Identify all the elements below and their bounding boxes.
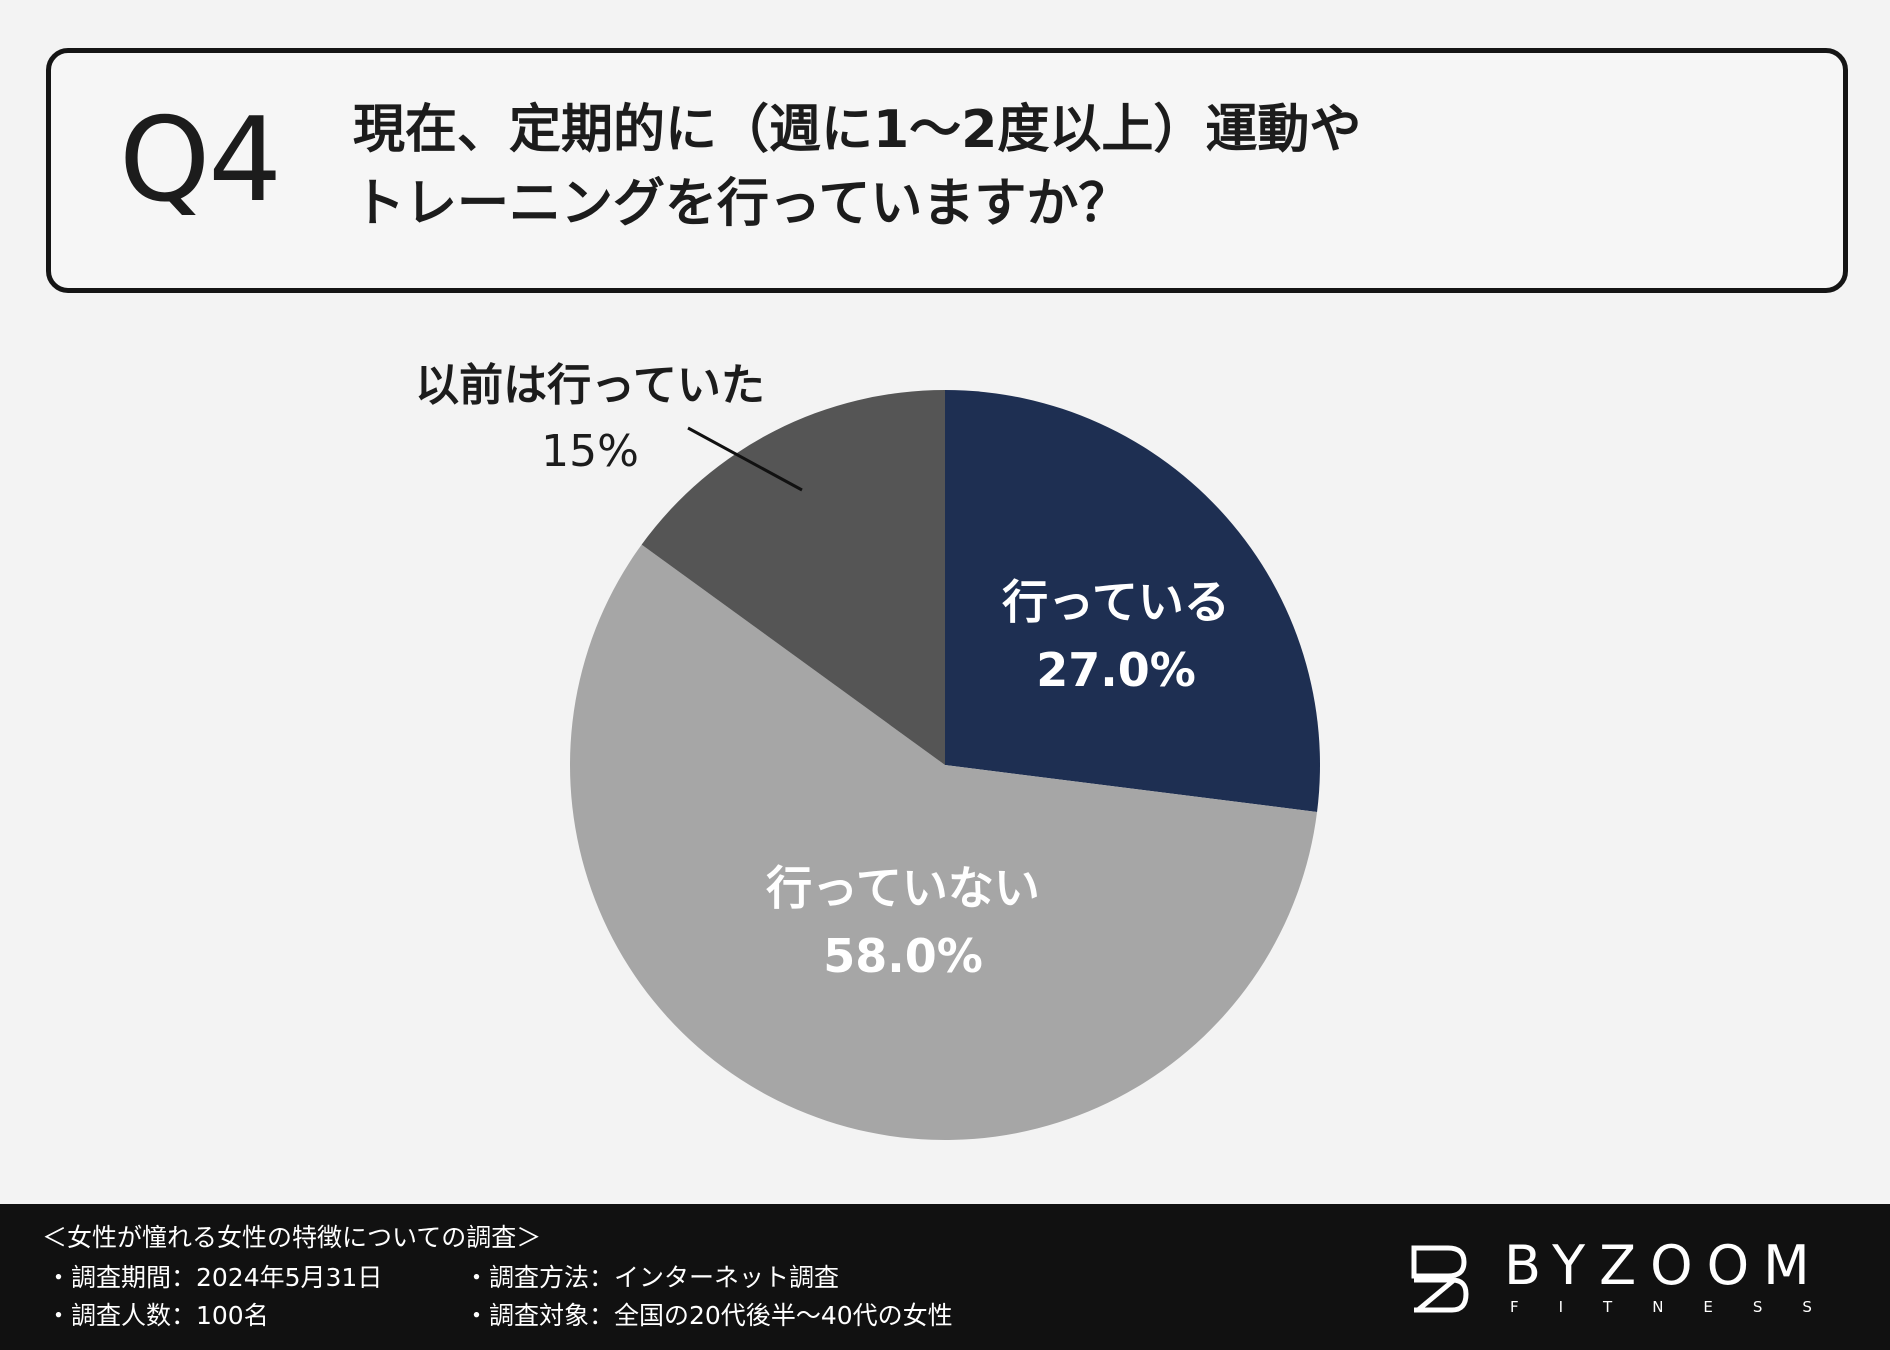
survey-title: ＜女性が憧れる女性の特徴についての調査＞ bbox=[42, 1223, 542, 1252]
question-line-2: トレーニングを行っていますか？ bbox=[353, 174, 1131, 234]
slice-doing bbox=[945, 390, 1320, 812]
footer: ＜女性が憧れる女性の特徴についての調査＞ ・調査期間：2024年5月31日 ・調… bbox=[0, 1204, 1890, 1350]
slice-label-doing: 行っている bbox=[1002, 575, 1230, 629]
logo-wordmark: BYZOOM bbox=[1504, 1234, 1824, 1297]
survey-count: ・調査人数：100名 bbox=[46, 1301, 269, 1330]
slice-value-doing: 27.0% bbox=[1036, 643, 1196, 697]
question-text: 現在、定期的に（週に1〜2度以上）運動や トレーニングを行っていますか？ bbox=[353, 93, 1361, 241]
slice-label-previously: 以前は行っていた bbox=[415, 360, 765, 411]
pie-chart: 行っている 27.0% 行っていない 58.0% 以前は行っていた 15% bbox=[415, 360, 1320, 1141]
slice-not-doing bbox=[569, 544, 1318, 1141]
slice-label-not-doing: 行っていない bbox=[766, 861, 1040, 915]
question-box: Q4 現在、定期的に（週に1〜2度以上）運動や トレーニングを行っていますか？ bbox=[46, 48, 1848, 293]
survey-method: ・調査方法：インターネット調査 bbox=[464, 1263, 840, 1292]
survey-target: ・調査対象：全国の20代後半〜40代の女性 bbox=[464, 1301, 953, 1330]
survey-period: ・調査期間：2024年5月31日 bbox=[46, 1263, 383, 1292]
logo-subtext: FITNESS bbox=[1510, 1298, 1852, 1316]
slice-value-not-doing: 58.0% bbox=[823, 929, 983, 983]
leader-line-previous bbox=[687, 426, 803, 492]
slice-value-previously: 15% bbox=[541, 426, 639, 477]
byzoom-logo: BYZOOM FITNESS bbox=[1400, 1234, 1860, 1330]
logo-mark-icon bbox=[1411, 1245, 1469, 1313]
question-line-1: 現在、定期的に（週に1〜2度以上）運動や bbox=[353, 100, 1362, 160]
slice-previously bbox=[641, 390, 945, 765]
question-number: Q4 bbox=[119, 93, 282, 228]
